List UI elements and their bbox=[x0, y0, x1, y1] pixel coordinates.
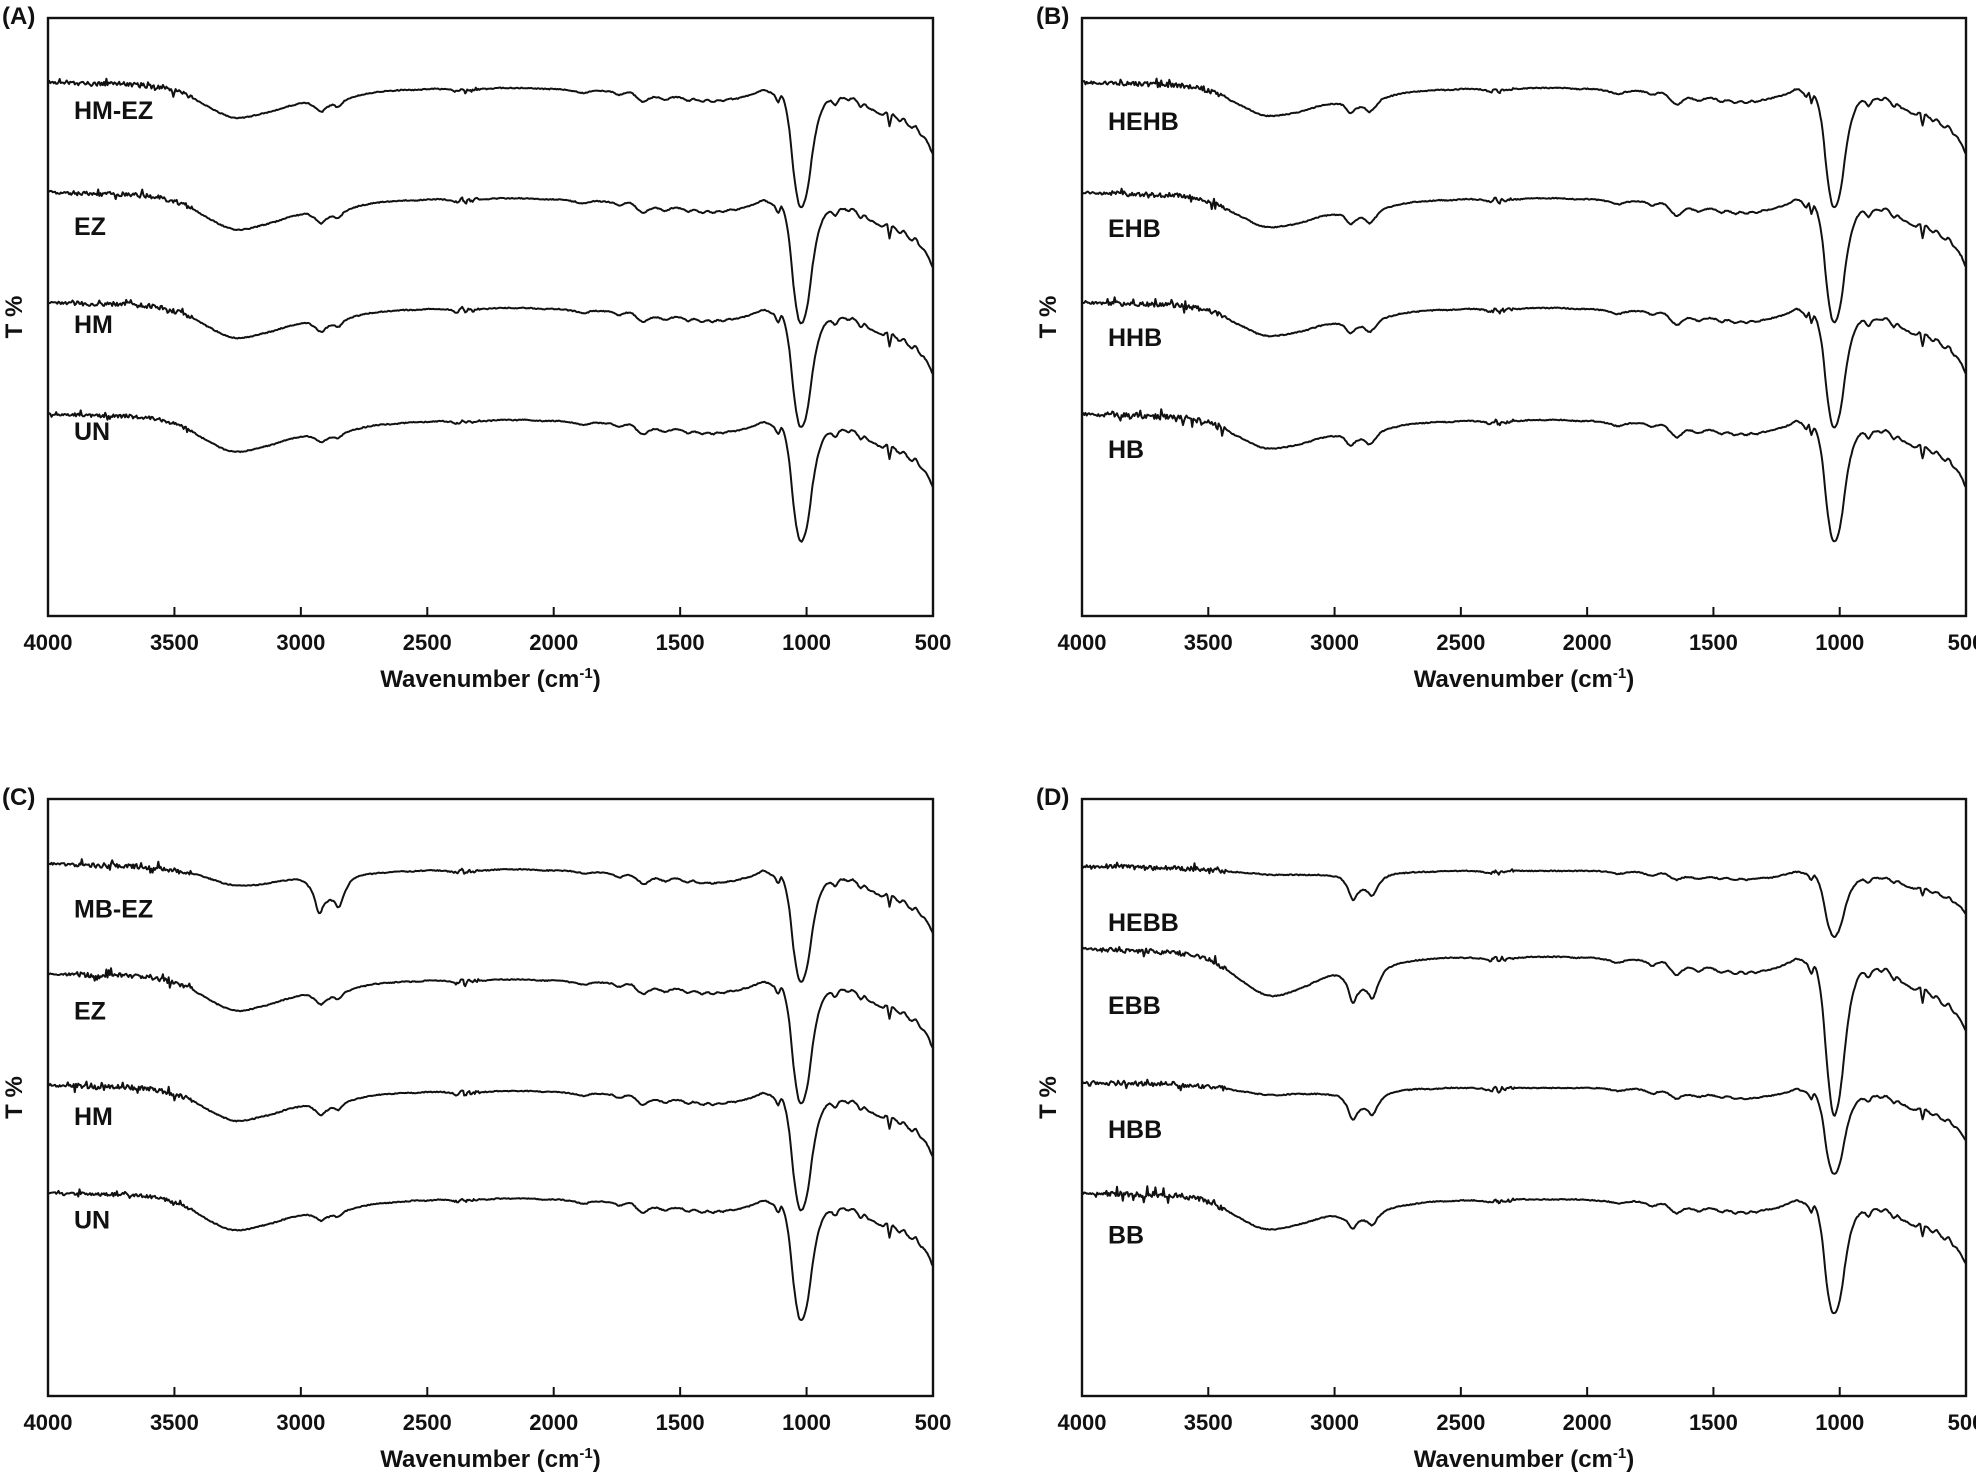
panel-letter: (D) bbox=[1036, 784, 1069, 811]
x-tick-label: 3500 bbox=[150, 630, 199, 655]
x-tick-label: 1500 bbox=[1689, 1410, 1738, 1435]
x-tick-label: 1500 bbox=[656, 1410, 705, 1435]
x-tick-label: 2000 bbox=[529, 630, 578, 655]
x-tick-label: 4000 bbox=[1058, 1410, 1107, 1435]
panel--a-: (A) T % 4000 3500 3000 2500 2000 1500 1000 500 Wav… bbox=[1, 3, 951, 693]
x-tick-label: 2000 bbox=[1563, 1410, 1612, 1435]
spectrum-trace-hebb bbox=[1081, 861, 1967, 938]
y-axis-title: T % bbox=[1, 1076, 28, 1119]
spectrum-trace-hb bbox=[1081, 408, 1967, 543]
x-axis-title: Wavenumber (cm-1) bbox=[1414, 1445, 1635, 1473]
x-tick-label: 500 bbox=[1948, 1410, 1976, 1435]
x-tick-label: 4000 bbox=[24, 1410, 73, 1435]
trace-label-ebb: EBB bbox=[1108, 992, 1161, 1020]
plot-box bbox=[1080, 16, 1968, 618]
x-tick-label: 4000 bbox=[24, 630, 73, 655]
x-axis-title: Wavenumber (cm-1) bbox=[380, 1445, 601, 1473]
x-tick-label: 1000 bbox=[1815, 1410, 1864, 1435]
trace-label-un: UN bbox=[74, 1206, 110, 1234]
trace-label-un: UN bbox=[74, 418, 110, 446]
trace-label-hm: HM bbox=[74, 1103, 113, 1131]
x-tick-label: 2500 bbox=[1436, 1410, 1485, 1435]
x-tick-label: 500 bbox=[915, 630, 952, 655]
plot-box bbox=[46, 797, 935, 1398]
spectrum-trace-ebb bbox=[1081, 946, 1967, 1117]
x-tick-label: 4000 bbox=[1058, 630, 1107, 655]
x-tick-label: 500 bbox=[915, 1410, 952, 1435]
x-tick-label: 2000 bbox=[1563, 630, 1612, 655]
x-tick-label: 1000 bbox=[782, 1410, 831, 1435]
x-axis-title: Wavenumber (cm-1) bbox=[1414, 665, 1635, 693]
spectrum-trace-mb-ez bbox=[47, 858, 934, 983]
panel--d-: (D) T % 4000 3500 3000 2500 2000 1500 1000 500 Wav… bbox=[1035, 784, 1976, 1473]
trace-label-ez: EZ bbox=[74, 213, 106, 241]
spectrum-trace-hbb bbox=[1081, 1078, 1967, 1175]
spectrum-trace-hhb bbox=[1081, 296, 1967, 429]
trace-label-hm: HM bbox=[74, 311, 113, 339]
panel-letter: (A) bbox=[2, 3, 35, 30]
spectrum-trace-bb bbox=[1081, 1185, 1967, 1315]
panel-letter: (C) bbox=[2, 784, 35, 811]
x-tick-label: 3000 bbox=[1310, 1410, 1359, 1435]
spectrum-trace-ehb bbox=[1081, 187, 1967, 324]
trace-label-hehb: HEHB bbox=[1108, 108, 1179, 136]
x-tick-label: 1000 bbox=[782, 630, 831, 655]
x-tick-label: 3500 bbox=[1184, 1410, 1233, 1435]
y-axis-title: T % bbox=[1035, 1076, 1062, 1119]
trace-label-bb: BB bbox=[1108, 1221, 1144, 1249]
trace-label-hhb: HHB bbox=[1108, 324, 1162, 352]
trace-label-ez: EZ bbox=[74, 997, 106, 1025]
panel-letter: (B) bbox=[1036, 3, 1069, 30]
x-tick-label: 2500 bbox=[403, 1410, 452, 1435]
trace-label-hb: HB bbox=[1108, 436, 1144, 464]
plot-box bbox=[46, 16, 935, 618]
x-tick-label: 1500 bbox=[656, 630, 705, 655]
trace-label-ehb: EHB bbox=[1108, 215, 1161, 243]
x-tick-label: 1500 bbox=[1689, 630, 1738, 655]
x-tick-label: 500 bbox=[1948, 630, 1976, 655]
x-tick-label: 1000 bbox=[1815, 630, 1864, 655]
spectrum-trace-hm-ez bbox=[47, 77, 934, 209]
panel--b-: (B) T % 4000 3500 3000 2500 2000 1500 1000 500 Wav… bbox=[1035, 3, 1976, 693]
spectrum-trace-hm bbox=[47, 1080, 934, 1212]
x-tick-label: 3000 bbox=[276, 630, 325, 655]
x-tick-label: 3500 bbox=[150, 1410, 199, 1435]
x-tick-label: 3500 bbox=[1184, 630, 1233, 655]
x-tick-label: 3000 bbox=[1310, 630, 1359, 655]
plot-box bbox=[1080, 797, 1968, 1398]
spectrum-trace-un bbox=[47, 409, 934, 543]
y-axis-title: T % bbox=[1035, 296, 1062, 339]
x-tick-label: 2500 bbox=[1436, 630, 1485, 655]
x-axis-title: Wavenumber (cm-1) bbox=[380, 665, 601, 693]
y-axis-title: T % bbox=[1, 296, 28, 339]
trace-label-hbb: HBB bbox=[1108, 1116, 1162, 1144]
spectrum-trace-ez bbox=[47, 967, 934, 1105]
spectrum-trace-ez bbox=[47, 188, 934, 325]
x-tick-label: 2500 bbox=[403, 630, 452, 655]
trace-label-hebb: HEBB bbox=[1108, 909, 1179, 937]
spectrum-trace-hm bbox=[47, 298, 934, 428]
spectrum-trace-un bbox=[47, 1188, 934, 1321]
panel--c-: (C) T % 4000 3500 3000 2500 2000 1500 1000 500 Wav… bbox=[1, 784, 951, 1473]
trace-label-hm-ez: HM-EZ bbox=[74, 97, 153, 125]
x-tick-label: 2000 bbox=[529, 1410, 578, 1435]
trace-label-mb-ez: MB-EZ bbox=[74, 895, 153, 923]
x-tick-label: 3000 bbox=[276, 1410, 325, 1435]
spectrum-trace-hehb bbox=[1081, 77, 1967, 209]
